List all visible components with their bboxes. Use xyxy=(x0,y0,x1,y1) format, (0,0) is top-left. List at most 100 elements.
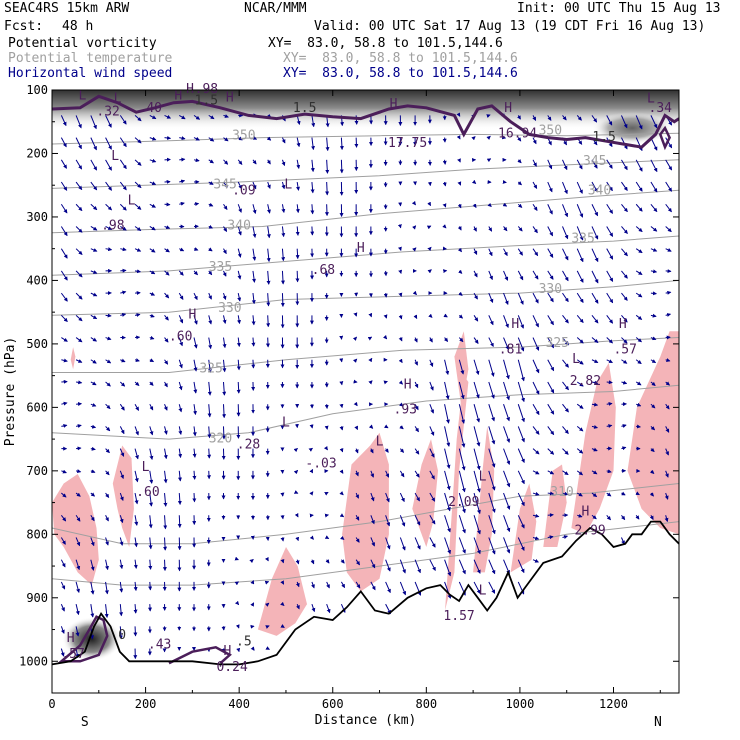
wind-vector xyxy=(75,137,82,150)
pv-label: 0 xyxy=(118,628,126,643)
wind-vector xyxy=(60,648,65,657)
wind-vector xyxy=(309,535,314,540)
wind-vector xyxy=(193,359,198,372)
wind-vector xyxy=(547,181,553,193)
wind-vector xyxy=(75,159,83,170)
wind-vector xyxy=(517,315,524,329)
wind-vector xyxy=(119,470,124,480)
extremum-value: 0.24 xyxy=(216,660,247,675)
wind-vector xyxy=(311,137,315,151)
wind-vector xyxy=(576,115,582,121)
wind-vector xyxy=(368,424,374,429)
wind-vector xyxy=(237,293,242,302)
wind-vector xyxy=(339,513,345,518)
wind-vector xyxy=(621,491,626,496)
extremum-value: 2.82 xyxy=(570,374,601,389)
wind-vector xyxy=(532,115,537,121)
wind-vector xyxy=(60,581,66,590)
extremum-marker: H xyxy=(511,317,519,332)
wind-vector xyxy=(60,537,66,545)
theta-label: 350 xyxy=(232,129,255,144)
wind-vector xyxy=(606,181,613,192)
wind-vector xyxy=(473,492,481,515)
wind-vector xyxy=(503,492,511,510)
wind-vector xyxy=(576,448,584,454)
wind-vector xyxy=(458,426,466,448)
wind-vector xyxy=(252,181,257,190)
theta-label: 335 xyxy=(209,260,232,275)
wind-vector xyxy=(179,201,185,206)
wind-vector xyxy=(665,426,670,433)
wind-vector xyxy=(517,515,525,529)
wind-vector xyxy=(429,448,435,458)
field-theta-name: Potential temperature xyxy=(8,51,173,66)
wind-vector xyxy=(398,337,403,342)
wind-vector xyxy=(90,381,97,386)
wind-vector xyxy=(90,559,95,571)
wind-vector xyxy=(562,226,569,240)
wind-vector xyxy=(104,581,109,595)
wind-vector xyxy=(384,424,389,429)
wind-vector xyxy=(75,492,81,497)
wind-vector xyxy=(576,426,584,432)
extremum-marker: H xyxy=(619,317,627,332)
wind-vector xyxy=(339,137,344,151)
wind-vector xyxy=(547,470,555,475)
wind-vector xyxy=(208,315,213,325)
wind-vector xyxy=(340,581,346,589)
wind-vector xyxy=(547,403,555,415)
wind-vector xyxy=(119,137,127,148)
wind-vector xyxy=(562,535,569,539)
wind-vector xyxy=(532,381,540,395)
wind-vector xyxy=(488,537,496,555)
wind-vector xyxy=(517,181,522,186)
wind-vector xyxy=(591,159,598,169)
wind-vector xyxy=(488,448,496,468)
wind-vector xyxy=(208,202,214,207)
wind-vector xyxy=(164,135,172,140)
pv-shade-region xyxy=(473,426,495,573)
wind-vector xyxy=(532,426,540,435)
wind-vector xyxy=(120,226,127,231)
wind-vector xyxy=(488,315,494,326)
wind-vector xyxy=(295,226,300,236)
extremum-value: .93 xyxy=(394,403,417,418)
wind-vector xyxy=(90,203,98,211)
wind-vector xyxy=(119,559,124,570)
wind-vector xyxy=(119,604,124,617)
wind-vector xyxy=(444,381,450,400)
wind-vector xyxy=(310,559,315,565)
wind-vector xyxy=(280,601,285,607)
wind-vector xyxy=(164,359,169,365)
wind-vector xyxy=(178,270,184,276)
wind-vector xyxy=(635,115,643,130)
wind-vector xyxy=(458,314,464,319)
extremum-value: 2.99 xyxy=(574,523,605,538)
wind-vector xyxy=(75,581,80,594)
wind-vector xyxy=(119,115,127,125)
wind-vector xyxy=(488,292,494,304)
wind-vector xyxy=(105,515,109,522)
wind-vector xyxy=(442,224,447,229)
wind-vector xyxy=(119,515,124,524)
wind-vector xyxy=(399,470,405,478)
wind-vector xyxy=(75,203,83,212)
wind-vector xyxy=(650,381,656,386)
wind-vector xyxy=(576,315,584,324)
wind-vector xyxy=(324,535,330,540)
wind-vector xyxy=(325,137,330,152)
wind-vector xyxy=(532,470,540,475)
wind-vector xyxy=(444,470,451,491)
wind-vector xyxy=(369,448,374,454)
wind-vector xyxy=(399,559,406,574)
wind-vector xyxy=(207,448,212,459)
wind-vector xyxy=(339,381,344,386)
wind-vector xyxy=(250,646,255,651)
wind-vector xyxy=(105,448,110,454)
wind-vector xyxy=(60,159,67,169)
wind-vector xyxy=(606,514,611,521)
wind-vector xyxy=(163,493,168,507)
wind-vector xyxy=(252,248,257,261)
wind-vector xyxy=(236,381,241,394)
wind-vector xyxy=(635,314,643,320)
